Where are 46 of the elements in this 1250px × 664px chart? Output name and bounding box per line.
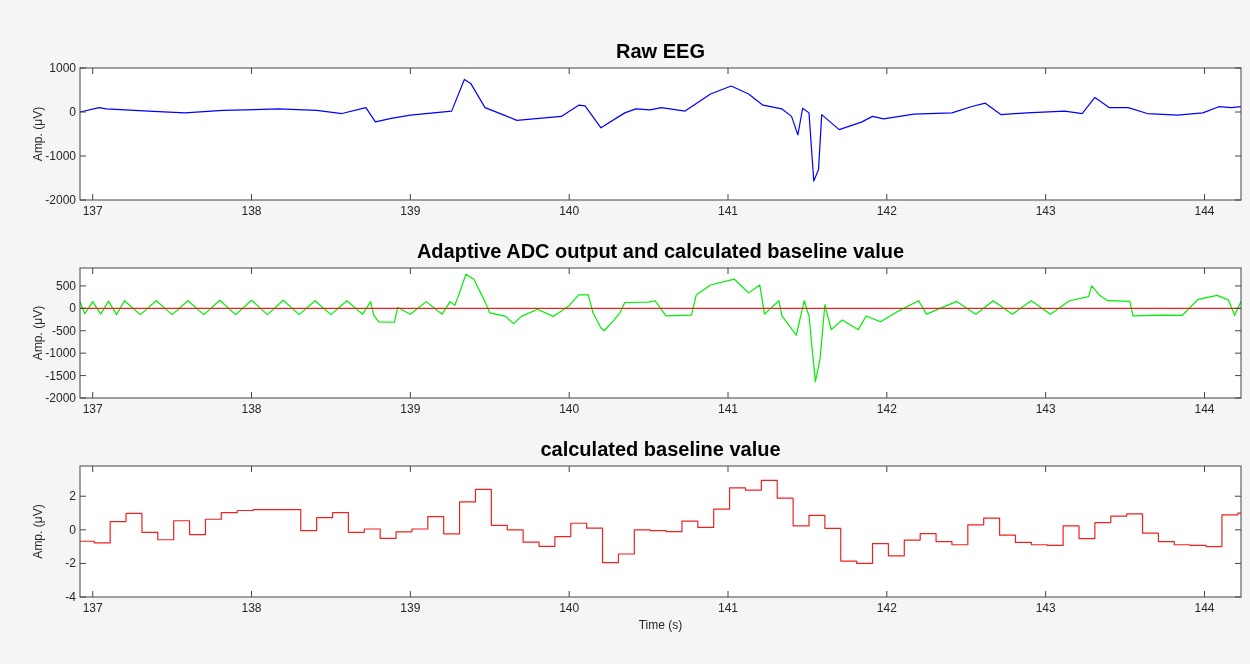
- y-tick-label: -1500: [45, 368, 77, 383]
- y-axis-title: Amp. (μV): [31, 305, 45, 361]
- y-tick-label: 0: [69, 301, 77, 316]
- y-tick-label: 0: [69, 522, 77, 537]
- line-series: [79, 273, 1242, 383]
- chart-title: calculated baseline value: [540, 438, 781, 460]
- x-tick-label: 142: [876, 601, 898, 615]
- x-tick-label: 137: [82, 601, 104, 615]
- x-tick-label: 139: [400, 601, 421, 615]
- x-tick-label: 141: [717, 204, 739, 218]
- x-tick-label: 144: [1194, 601, 1215, 615]
- x-tick-label: 140: [559, 601, 580, 615]
- x-tick-label: 140: [559, 204, 580, 218]
- x-tick-label: 143: [1035, 601, 1056, 615]
- y-tick-label: -2000: [45, 193, 77, 207]
- y-tick-label: -2: [65, 556, 77, 571]
- y-tick-label: 500: [55, 278, 77, 293]
- x-tick-label: 138: [241, 402, 262, 416]
- y-tick-label: -1000: [45, 149, 77, 163]
- x-tick-label: 139: [400, 204, 421, 218]
- x-tick-label: 138: [241, 601, 262, 615]
- x-tick-label: 143: [1035, 402, 1056, 416]
- x-tick-label: 144: [1194, 402, 1215, 416]
- x-tick-label: 137: [82, 204, 104, 218]
- x-tick-label: 144: [1194, 204, 1215, 218]
- x-tick-label: 142: [876, 204, 898, 218]
- x-tick-label: 141: [717, 402, 739, 416]
- x-tick-label: 138: [241, 204, 262, 218]
- y-tick-label: 2: [69, 489, 77, 504]
- x-tick-label: 140: [559, 402, 580, 416]
- x-tick-label: 139: [400, 402, 421, 416]
- y-axis-title: Amp. (μV): [31, 106, 45, 162]
- chart-title: Raw EEG: [616, 40, 705, 62]
- y-tick-label: -4: [65, 590, 77, 604]
- chart-title: Adaptive ADC output and calculated baseline value: [416, 240, 905, 262]
- y-tick-label: -1000: [45, 346, 77, 361]
- x-tick-label: 142: [876, 402, 898, 416]
- y-tick-label: -500: [51, 323, 77, 338]
- y-tick-label: 0: [69, 105, 77, 119]
- x-axis-title: Time (s): [638, 618, 683, 632]
- y-axis-title: Amp. (μV): [31, 504, 45, 559]
- x-tick-label: 137: [82, 402, 104, 416]
- y-tick-label: -2000: [45, 391, 77, 405]
- x-tick-label: 141: [717, 601, 739, 615]
- y-tick-label: 1000: [49, 61, 77, 75]
- x-tick-label: 143: [1035, 204, 1056, 218]
